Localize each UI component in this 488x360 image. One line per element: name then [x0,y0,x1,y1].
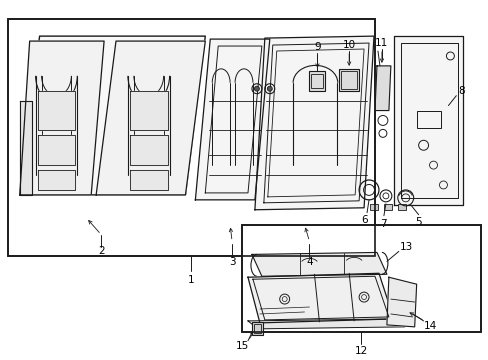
Bar [242,225,480,332]
Text: 12: 12 [354,346,367,356]
Text: 15: 15 [235,341,248,351]
Bar [341,71,356,89]
Text: 1: 1 [188,275,194,285]
Polygon shape [251,252,386,276]
Text: 9: 9 [313,42,320,52]
Text: 8: 8 [457,86,464,96]
Polygon shape [247,273,393,323]
Polygon shape [247,319,404,329]
Bar [339,69,358,91]
Text: 5: 5 [414,217,421,227]
Bar [251,322,263,335]
Polygon shape [130,170,167,190]
Polygon shape [38,91,75,130]
Text: 2: 2 [98,247,104,256]
Bar [369,204,377,210]
Text: 14: 14 [423,321,436,331]
Polygon shape [96,41,205,195]
Bar [311,74,323,88]
Polygon shape [130,135,167,165]
Polygon shape [20,41,104,195]
Polygon shape [195,39,269,200]
Polygon shape [20,100,32,195]
Bar [8,19,374,256]
Polygon shape [38,135,75,165]
Polygon shape [20,36,205,195]
Text: 13: 13 [399,243,412,252]
Circle shape [254,86,259,91]
Bar [416,111,441,129]
Bar [253,324,260,333]
Polygon shape [130,91,167,130]
Bar [8,19,374,256]
Polygon shape [254,36,373,210]
Circle shape [267,86,272,91]
Polygon shape [393,36,462,205]
Bar [309,71,325,91]
Bar [397,204,405,210]
Bar [242,225,480,332]
Text: 10: 10 [342,40,355,50]
Text: 3: 3 [228,257,235,267]
Polygon shape [374,66,390,111]
Text: 7: 7 [380,219,386,229]
Text: 11: 11 [374,38,388,48]
Bar [383,204,391,210]
Text: 6: 6 [361,215,367,225]
Polygon shape [38,170,75,190]
Polygon shape [386,277,416,327]
Text: 4: 4 [305,257,312,267]
